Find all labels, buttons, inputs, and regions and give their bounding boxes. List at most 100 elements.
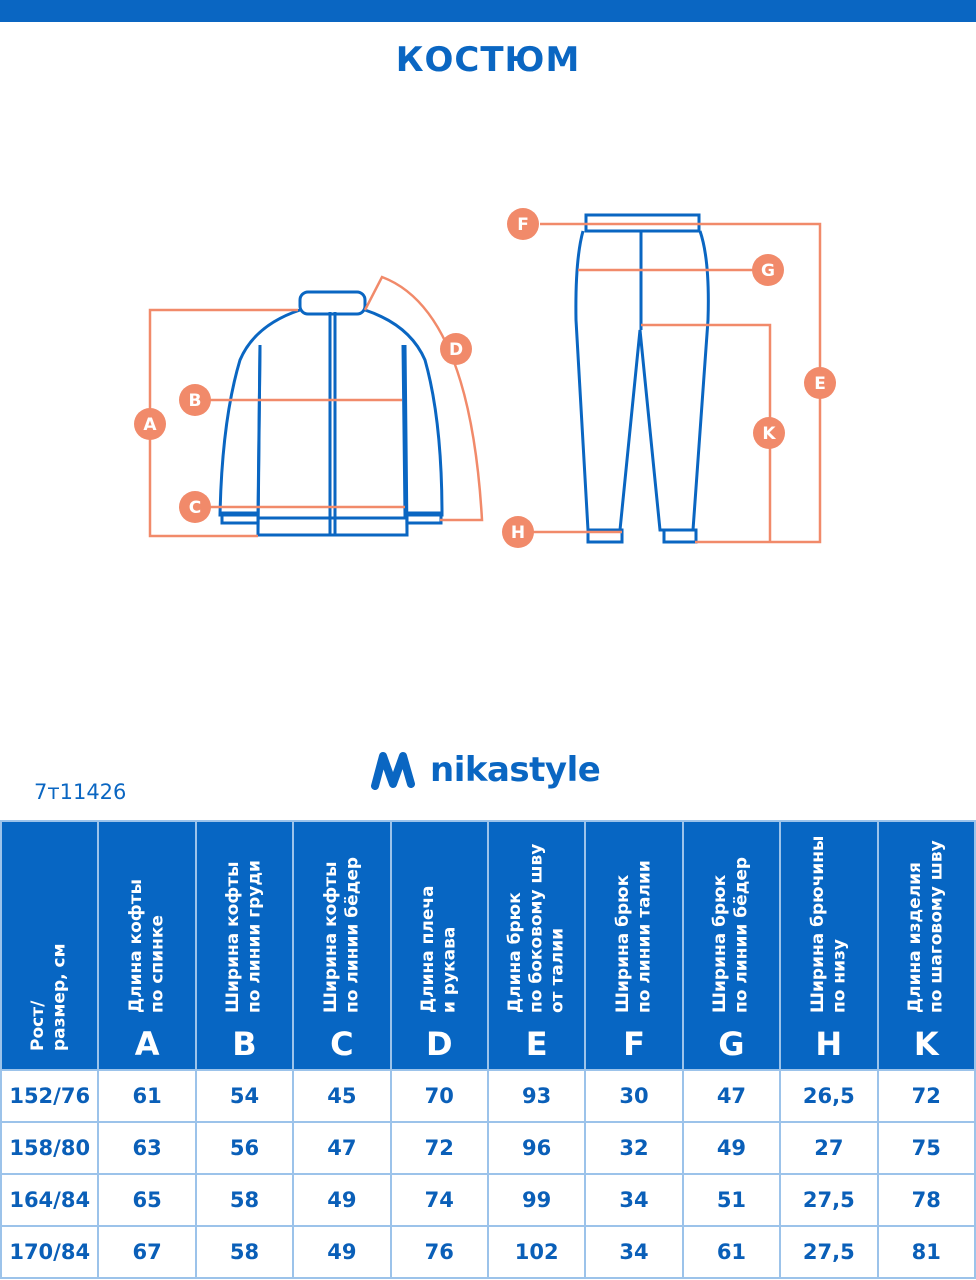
table-cell: 93 — [486, 1069, 587, 1123]
column-header: Длина изделия по шаговому шву K — [876, 820, 976, 1071]
marker-c: C — [179, 491, 211, 523]
table-cell: 81 — [876, 1225, 976, 1279]
table-cell: 164/84 — [0, 1173, 100, 1227]
marker-g: G — [752, 254, 784, 286]
column-header: Ширина кофты по линии бёдер C — [292, 820, 392, 1071]
svg-text:G: G — [761, 261, 775, 281]
table-cell: 72 — [876, 1069, 976, 1123]
measurement-markers: A B C D E F G H K — [134, 208, 836, 548]
table-cell: 47 — [681, 1069, 782, 1123]
table-cell: 67 — [97, 1225, 197, 1279]
svg-text:K: K — [762, 424, 776, 444]
table-row: 164/84 65 58 49 74 99 34 51 27,5 78 — [0, 1173, 976, 1227]
column-header: Ширина брючины по низу H — [779, 820, 879, 1071]
jacket-drawing — [218, 290, 444, 537]
header-row: Рост/ размер, см Длина кофты по спинке A Ши… — [0, 820, 976, 1071]
logo-mark-icon — [371, 752, 415, 790]
column-header-text: Длина брюк по боковому шву от талии — [504, 843, 568, 1013]
column-header: Длина плеча и рукава D — [389, 820, 489, 1071]
table-row: 158/80 63 56 47 72 96 32 49 27 75 — [0, 1121, 976, 1175]
column-letter: C — [330, 1025, 354, 1063]
table-cell: 34 — [584, 1225, 684, 1279]
column-header-text: Длина кофты по спинке — [125, 879, 168, 1013]
brand-logo: nikastyle — [370, 750, 601, 790]
table-cell: 47 — [292, 1121, 392, 1175]
column-header-text: Длина изделия по шаговому шву — [905, 840, 947, 1013]
table-row: 170/84 67 58 49 76 102 34 61 27,5 81 — [0, 1225, 976, 1279]
table-cell: 56 — [194, 1121, 295, 1175]
svg-text:H: H — [511, 523, 525, 543]
marker-f: F — [507, 208, 539, 240]
brand-name: nikastyle — [430, 750, 601, 790]
table-cell: 78 — [876, 1173, 976, 1227]
table-cell: 27 — [779, 1121, 879, 1175]
table-cell: 58 — [194, 1173, 295, 1227]
table-cell: 34 — [584, 1173, 684, 1227]
svg-text:E: E — [814, 374, 826, 394]
top-bar — [0, 0, 976, 22]
table-cell: 54 — [194, 1069, 295, 1123]
table-cell: 49 — [681, 1121, 782, 1175]
marker-d: D — [440, 333, 472, 365]
column-header: Длина брюк по боковому шву от талии E — [486, 820, 587, 1071]
column-letter: K — [913, 1025, 939, 1063]
marker-k: K — [753, 417, 785, 449]
marker-b: B — [179, 384, 211, 416]
column-letter: H — [815, 1025, 843, 1063]
column-header: Рост/ размер, см — [0, 820, 100, 1071]
column-header-text: Ширина брючины по низу — [807, 835, 849, 1013]
svg-text:A: A — [143, 415, 157, 435]
table-row: 152/76 61 54 45 70 93 30 47 26,5 72 — [0, 1069, 976, 1123]
pants-drawing — [574, 213, 710, 544]
table-cell: 96 — [486, 1121, 587, 1175]
svg-text:B: B — [189, 391, 202, 411]
measurement-lines — [148, 222, 822, 544]
table-cell: 61 — [681, 1225, 782, 1279]
article-number: 7т11426 — [34, 780, 127, 804]
table-cell: 49 — [292, 1173, 392, 1227]
column-header: Ширина кофты по линии груди B — [194, 820, 295, 1071]
column-header-text: Ширина кофты по линии груди — [223, 860, 265, 1013]
marker-e: E — [804, 367, 836, 399]
table-cell: 74 — [389, 1173, 489, 1227]
column-header-text: Длина плеча и рукава — [418, 885, 460, 1013]
svg-text:F: F — [517, 215, 529, 235]
column-header: Ширина брюк по линии бёдер G — [681, 820, 782, 1071]
table-cell: 45 — [292, 1069, 392, 1123]
table-cell: 102 — [486, 1225, 587, 1279]
column-letter: A — [134, 1025, 160, 1063]
table-cell: 70 — [389, 1069, 489, 1123]
column-header: Ширина брюк по линии талии F — [584, 820, 684, 1071]
table-cell: 99 — [486, 1173, 587, 1227]
column-letter: G — [718, 1025, 745, 1063]
marker-h: H — [502, 516, 534, 548]
table-cell: 61 — [97, 1069, 197, 1123]
measurement-diagram: A B C D E F G H K — [134, 208, 836, 548]
column-letter: E — [525, 1025, 548, 1063]
table-cell: 152/76 — [0, 1069, 100, 1123]
table-cell: 76 — [389, 1225, 489, 1279]
column-letter: B — [232, 1025, 257, 1063]
table-cell: 75 — [876, 1121, 976, 1175]
table-cell: 32 — [584, 1121, 684, 1175]
table-cell: 49 — [292, 1225, 392, 1279]
svg-text:C: C — [189, 498, 201, 518]
table-cell: 63 — [97, 1121, 197, 1175]
column-header-text: Ширина кофты по линии бёдер — [320, 856, 362, 1013]
column-letter: F — [623, 1025, 645, 1063]
svg-text:D: D — [449, 340, 463, 360]
column-header-text: Ширина брюк по линии талии — [612, 860, 655, 1013]
table-cell: 72 — [389, 1121, 489, 1175]
table-cell: 170/84 — [0, 1225, 100, 1279]
column-header: Длина кофты по спинке A — [97, 820, 197, 1071]
table-cell: 27,5 — [779, 1225, 879, 1279]
size-table: Рост/ размер, см Длина кофты по спинке A Ши… — [0, 820, 976, 1279]
page-title: КОСТЮМ — [395, 40, 581, 80]
table-cell: 58 — [194, 1225, 295, 1279]
table-cell: 30 — [584, 1069, 684, 1123]
table-cell: 158/80 — [0, 1121, 100, 1175]
column-header-text: Рост/ размер, см — [28, 943, 70, 1051]
column-header-text: Ширина брюк по линии бёдер — [710, 856, 752, 1013]
table-cell: 26,5 — [779, 1069, 879, 1123]
table-cell: 65 — [97, 1173, 197, 1227]
